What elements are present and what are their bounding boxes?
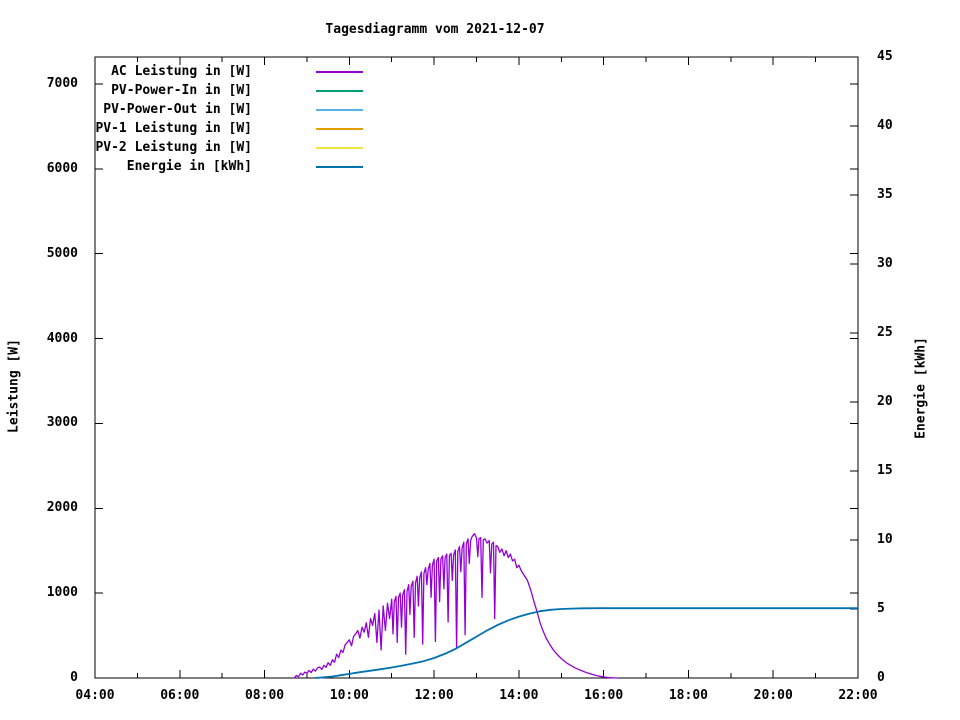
legend-item-pv-power-in-in-w: PV-Power-In in [W] bbox=[88, 81, 363, 100]
legend-label: PV-Power-Out in [W] bbox=[103, 102, 252, 117]
legend-label: PV-1 Leistung in [W] bbox=[95, 121, 252, 136]
legend-item-pv-1-leistung-in-w: PV-1 Leistung in [W] bbox=[88, 119, 363, 138]
y2-tick-label: 0 bbox=[877, 670, 885, 685]
legend-label: PV-2 Leistung in [W] bbox=[95, 140, 252, 155]
y-tick-label: 7000 bbox=[46, 75, 78, 91]
legend-line-sample bbox=[316, 165, 363, 168]
legend-line-sample bbox=[316, 108, 363, 111]
x-tick-label: 16:00 bbox=[584, 688, 624, 703]
y2-tick-label: 45 bbox=[877, 49, 893, 64]
legend-line-sample bbox=[316, 89, 363, 92]
legend-line-sample bbox=[316, 70, 363, 73]
y-tick-label: 1000 bbox=[46, 585, 78, 601]
legend-label: AC Leistung in [W] bbox=[111, 64, 252, 79]
y2-tick-label: 5 bbox=[877, 601, 885, 616]
legend-label: PV-Power-In in [W] bbox=[111, 83, 252, 98]
chart-title: Tagesdiagramm vom 2021-12-07 bbox=[325, 22, 545, 37]
legend-line-sample bbox=[316, 127, 363, 130]
y-tick-label: 3000 bbox=[46, 415, 78, 431]
x-tick-label: 04:00 bbox=[75, 688, 115, 703]
y2-tick-label: 25 bbox=[877, 325, 893, 340]
y-tick-label: 4000 bbox=[46, 330, 78, 346]
y2-tick-label: 10 bbox=[877, 532, 893, 547]
y2-tick-label: 20 bbox=[877, 394, 893, 409]
x-tick-label: 06:00 bbox=[160, 688, 200, 703]
y2-tick-label: 15 bbox=[877, 463, 893, 478]
legend-item-energie-in-kwh: Energie in [kWh] bbox=[88, 157, 363, 176]
y-tick-label: 0 bbox=[70, 670, 78, 685]
x-tick-label: 12:00 bbox=[414, 688, 454, 703]
legend-line-sample bbox=[316, 146, 363, 149]
x-tick-label: 08:00 bbox=[244, 688, 285, 703]
legend-item-pv-power-out-in-w: PV-Power-Out in [W] bbox=[88, 100, 363, 119]
y2-tick-label: 30 bbox=[877, 256, 893, 271]
x-tick-label: 10:00 bbox=[329, 688, 369, 703]
x-tick-label: 20:00 bbox=[753, 688, 793, 703]
y2-tick-label: 40 bbox=[877, 118, 893, 133]
x-tick-label: 18:00 bbox=[668, 688, 708, 703]
series-line-ac-leistung-in-w bbox=[293, 533, 618, 679]
series-line-energie-in-kwh bbox=[314, 607, 859, 679]
y-tick-label: 5000 bbox=[46, 245, 78, 261]
legend: AC Leistung in [W] PV-Power-In in [W] PV-P… bbox=[88, 62, 363, 176]
legend-item-ac-leistung-in-w: AC Leistung in [W] bbox=[88, 62, 363, 81]
x-tick-label: 22:00 bbox=[838, 688, 878, 703]
y-tick-label: 6000 bbox=[46, 160, 78, 176]
legend-label: Energie in [kWh] bbox=[126, 159, 252, 174]
y2-tick-label: 35 bbox=[877, 187, 893, 202]
x-tick-label: 14:00 bbox=[499, 688, 539, 703]
legend-item-pv-2-leistung-in-w: PV-2 Leistung in [W] bbox=[88, 138, 363, 157]
y-tick-label: 2000 bbox=[46, 500, 78, 516]
